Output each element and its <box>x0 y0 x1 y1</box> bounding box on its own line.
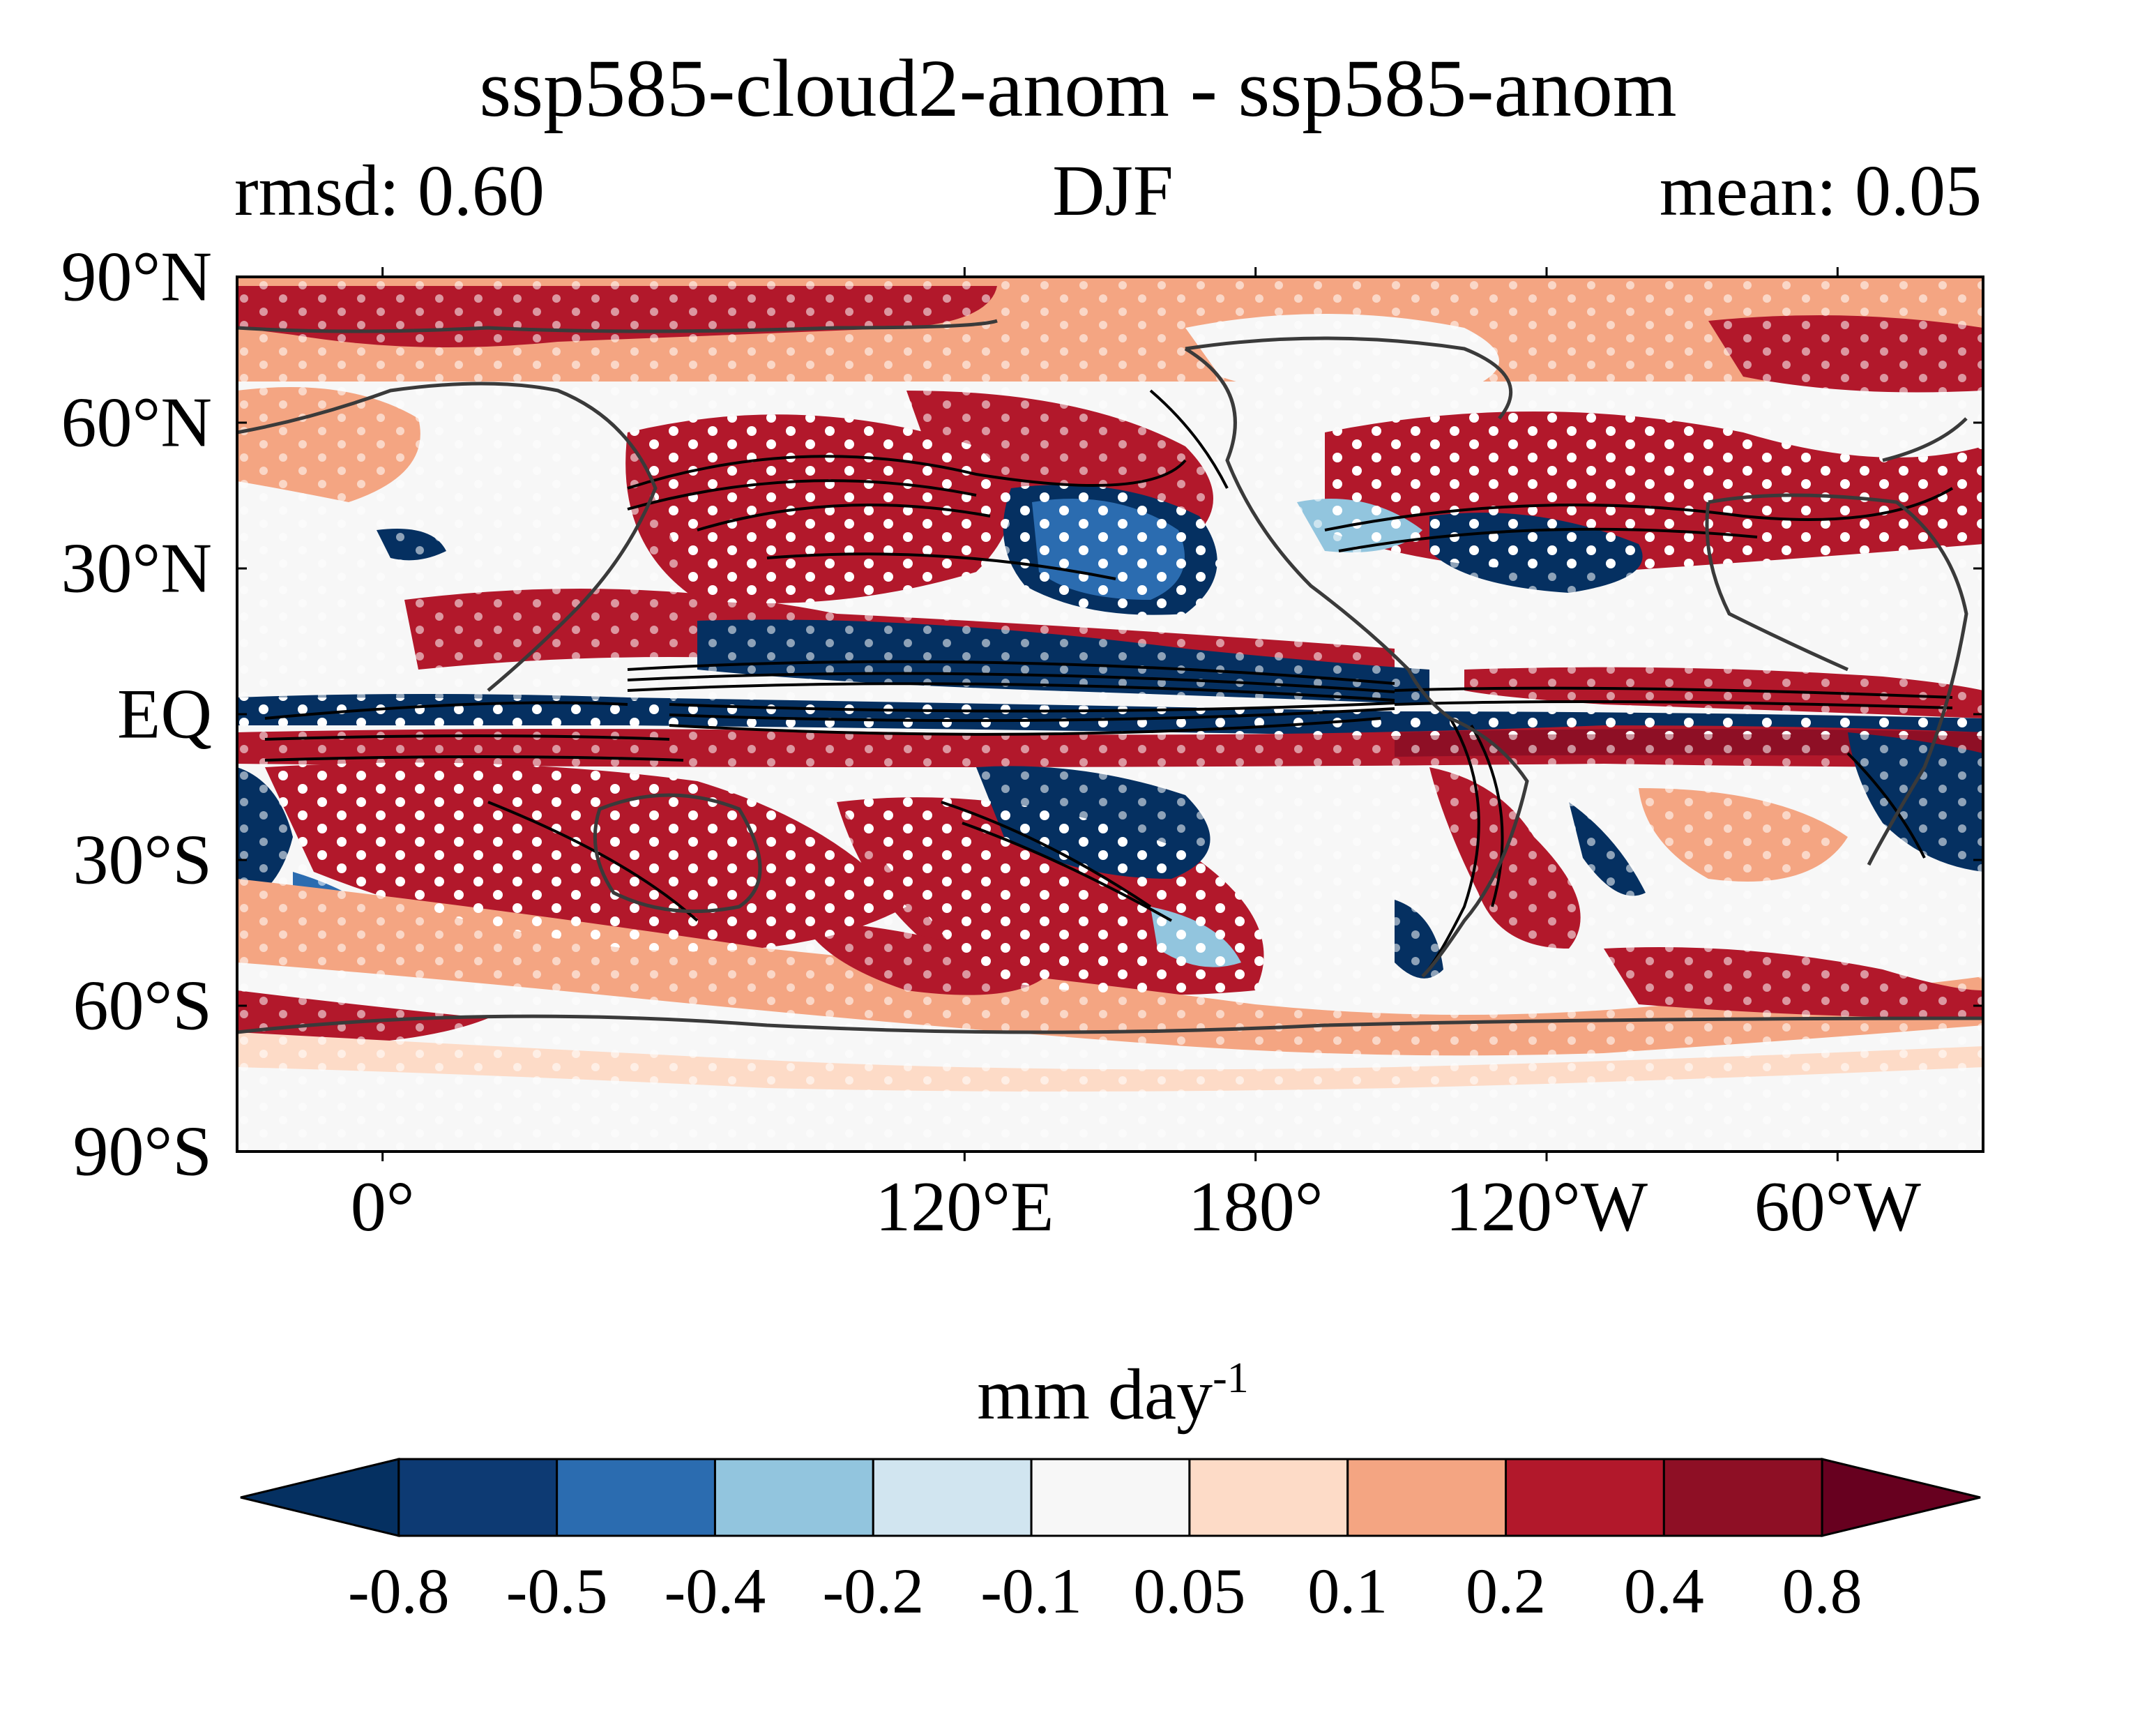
lat-tick-label: 60°S <box>73 966 212 1045</box>
colorbar-segment <box>1662 1458 1823 1537</box>
colorbar-segment <box>713 1458 874 1537</box>
colorbar-tick-label: 0.8 <box>1782 1555 1862 1626</box>
colorbar-tick-label: 0.2 <box>1466 1555 1547 1626</box>
colorbar-segment <box>1188 1458 1349 1537</box>
lat-tick-label: 90°N <box>61 237 212 317</box>
colorbar-tick-label: -0.5 <box>506 1555 608 1626</box>
axis-ticks <box>237 267 1983 1161</box>
colorbar-tick-label: -0.8 <box>347 1555 450 1626</box>
mean-label: mean: 0.05 <box>1659 151 1982 231</box>
colorbar-segment <box>1346 1458 1508 1537</box>
season-label: DJF <box>1052 151 1174 231</box>
colorbar-tick-label: -0.4 <box>664 1555 766 1626</box>
colorbar-tick-label: 0.1 <box>1307 1555 1388 1626</box>
colorbar <box>240 1458 1981 1537</box>
lon-tick-label: 0° <box>350 1168 415 1246</box>
lon-tick-label: 120°W <box>1445 1168 1648 1246</box>
lon-tick-label: 180° <box>1187 1168 1323 1246</box>
colorbar-extend-min <box>240 1458 400 1537</box>
colorbar-segment <box>872 1458 1033 1537</box>
colorbar-unit-label: mm day-1 <box>977 1354 1249 1435</box>
colorbar-segment <box>397 1458 559 1537</box>
colorbar-extend-max <box>1821 1458 1981 1537</box>
coastlines <box>237 319 1983 1034</box>
rmsd-label: rmsd: 0.60 <box>234 151 545 231</box>
lat-tick-label: 30°N <box>61 529 212 608</box>
colorbar-segment <box>556 1458 716 1537</box>
precip-anomaly-field <box>237 277 1983 1152</box>
colorbar-tick-label: -0.2 <box>822 1555 925 1626</box>
colorbar-tick-label: 0.05 <box>1133 1555 1246 1626</box>
lat-tick-label: EQ <box>117 674 212 754</box>
lat-tick-label: 90°S <box>73 1112 212 1191</box>
lon-tick-label: 60°W <box>1754 1168 1921 1246</box>
lat-tick-label: 30°S <box>73 820 212 900</box>
lat-tick-label: 60°N <box>61 383 212 462</box>
map-title: ssp585-cloud2-anom - ssp585-anom <box>479 43 1677 134</box>
colorbar-tick-label: -0.1 <box>980 1555 1082 1626</box>
colorbar-segment <box>1505 1458 1665 1537</box>
colorbar-tick-label: 0.4 <box>1623 1555 1704 1626</box>
colorbar-segment <box>1030 1458 1191 1537</box>
lon-tick-label: 120°E <box>875 1168 1054 1246</box>
